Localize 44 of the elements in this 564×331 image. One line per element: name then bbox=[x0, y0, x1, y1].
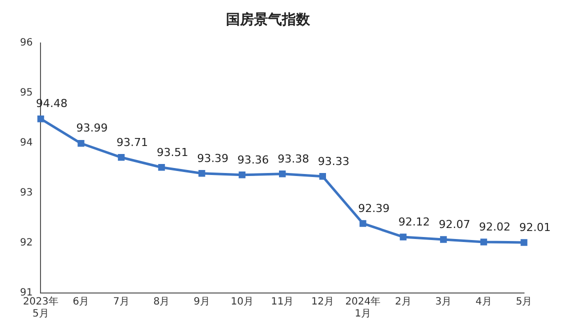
x-tick-label: 12月 bbox=[311, 296, 334, 308]
point bbox=[158, 164, 165, 171]
x-tick-label: 4月 bbox=[476, 296, 492, 308]
x-tick-label: 2024年 1月 bbox=[345, 296, 381, 320]
point bbox=[78, 140, 84, 147]
point bbox=[118, 154, 125, 161]
point bbox=[520, 239, 528, 246]
data-label: 92.39 bbox=[358, 202, 390, 215]
point bbox=[278, 170, 286, 178]
x-tick-label: 7月 bbox=[113, 296, 130, 308]
y-tick-label: 93 bbox=[20, 188, 33, 199]
data-label: 93.71 bbox=[116, 136, 148, 149]
x-tick-label: 11月 bbox=[270, 296, 294, 308]
data-label: 93.38 bbox=[278, 152, 310, 166]
x-tick-label: 10月 bbox=[230, 296, 254, 308]
data-label: 93.99 bbox=[76, 122, 108, 135]
point bbox=[37, 115, 44, 122]
x-tick-label: 6月 bbox=[72, 296, 90, 308]
data-label: 93.36 bbox=[237, 153, 269, 166]
data-label: 93.33 bbox=[318, 154, 350, 168]
x-tick-label: 3月 bbox=[435, 296, 452, 308]
x-tick-label: 5月 bbox=[516, 296, 532, 308]
y-tick-label: 96 bbox=[20, 37, 33, 48]
x-tick-label: 9月 bbox=[194, 296, 210, 308]
data-label: 92.02 bbox=[478, 220, 510, 234]
point bbox=[480, 238, 488, 246]
point bbox=[198, 170, 206, 177]
data-label: 93.51 bbox=[156, 146, 188, 159]
point bbox=[319, 173, 326, 180]
chart-title: 国房景气指数 bbox=[226, 11, 311, 28]
data-label: 93.39 bbox=[197, 152, 229, 165]
data-label: 92.01 bbox=[519, 220, 551, 234]
y-tick-label: 92 bbox=[20, 238, 33, 249]
y-tick-label: 95 bbox=[20, 87, 33, 98]
data-label: 92.12 bbox=[398, 215, 430, 228]
x-tick-label: 8月 bbox=[153, 296, 170, 308]
point bbox=[360, 220, 366, 227]
x-tick-label: 2月 bbox=[394, 296, 412, 308]
y-tick-label: 94 bbox=[20, 137, 33, 148]
point bbox=[440, 236, 447, 243]
point bbox=[400, 234, 407, 240]
point bbox=[238, 172, 246, 178]
data-label: 92.07 bbox=[438, 218, 470, 231]
x-tick-label: 2023年 5月 bbox=[23, 296, 58, 320]
